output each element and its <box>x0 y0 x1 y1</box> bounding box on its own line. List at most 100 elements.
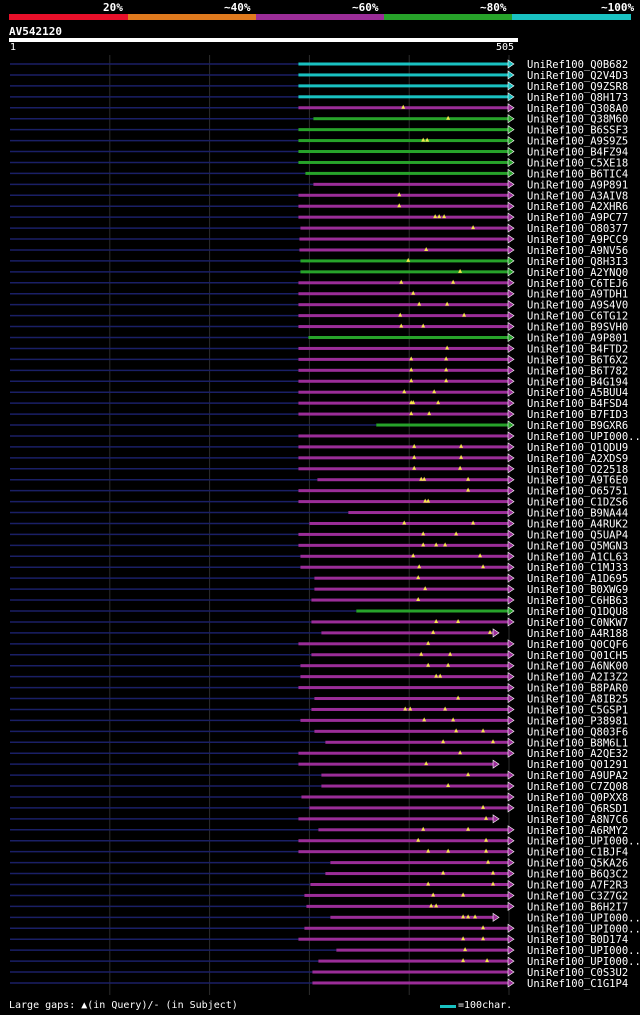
hit-label: UniRef100_A9P891 <box>527 179 628 191</box>
hit-arrow <box>507 704 515 715</box>
hit-label: UniRef100_C0S3U2 <box>527 967 628 979</box>
query-gap-marker <box>444 356 449 361</box>
legend-label: 20% <box>103 1 123 14</box>
hit-bar <box>309 521 508 525</box>
hit-bar <box>321 784 508 788</box>
hit-bar <box>298 193 508 197</box>
hit-arrow <box>507 311 515 321</box>
query-gap-marker <box>481 925 486 930</box>
hit-arrow <box>507 650 515 660</box>
hit-bar <box>298 445 508 449</box>
query-gap-marker <box>445 301 450 306</box>
hit-label: UniRef100_UPI000.. <box>527 912 640 924</box>
hit-bar <box>298 532 508 536</box>
query-gap-marker <box>484 837 489 842</box>
hit-bar <box>300 675 508 679</box>
hit-bar <box>298 215 508 219</box>
query-gap-marker <box>425 137 430 142</box>
query-gap-marker <box>461 914 466 919</box>
hit-label: UniRef100_Q308A0 <box>527 103 628 115</box>
hit-arrow <box>507 190 515 200</box>
hit-label: UniRef100_UPI000.. <box>527 956 640 968</box>
query-gap-marker <box>431 892 436 897</box>
hit-bar <box>310 883 508 886</box>
hit-label: UniRef100_C3Z7G2 <box>527 890 628 902</box>
hit-bar <box>298 139 508 143</box>
hit-arrow <box>507 256 515 266</box>
hit-label: UniRef100_A3AIV8 <box>527 190 628 202</box>
hit-bar <box>300 259 508 263</box>
hit-label: UniRef100_C6TEJ6 <box>527 278 628 290</box>
hit-label: UniRef100_Q9ZSR8 <box>527 81 628 93</box>
hit-bar <box>298 314 508 318</box>
hit-arrow <box>507 672 515 682</box>
hit-bar <box>298 346 508 350</box>
hit-arrow <box>507 497 515 507</box>
hit-arrow <box>507 847 515 857</box>
hit-label: UniRef100_B6T782 <box>527 365 628 377</box>
hit-bar <box>348 511 508 515</box>
query-name: AV542120 <box>9 25 62 38</box>
gaps-legend: Large gaps: ▲(in Query)/- (in Subject) <box>9 1000 238 1011</box>
query-gap-marker <box>421 531 426 536</box>
query-gap-marker <box>443 706 448 711</box>
query-gap-marker <box>454 531 459 536</box>
query-gap-marker <box>491 881 496 886</box>
hit-bar <box>298 500 508 504</box>
query-gap-marker <box>463 947 468 952</box>
hit-label: UniRef100_Q6RSD1 <box>527 803 628 815</box>
hit-bar <box>298 817 494 821</box>
query-gap-marker <box>436 400 441 405</box>
hit-bar <box>298 150 508 154</box>
hit-label: UniRef100_A9T6E0 <box>527 475 628 487</box>
query-gap-marker <box>402 389 407 394</box>
hit-label: UniRef100_C6HB63 <box>527 595 628 607</box>
hit-bar <box>300 718 508 722</box>
hit-arrow <box>507 748 515 758</box>
hit-bar <box>330 915 494 919</box>
hit-arrow <box>507 606 515 616</box>
legend-swatch <box>128 14 256 20</box>
query-gap-marker <box>417 301 422 306</box>
query-gap-marker <box>424 246 429 251</box>
legend-swatch <box>512 14 631 20</box>
hit-bar <box>298 434 508 438</box>
hit-label: UniRef100_A7F2R3 <box>527 880 628 892</box>
hit-bar <box>306 904 508 908</box>
hit-bar <box>317 478 508 482</box>
hit-label: UniRef100_B0D174 <box>527 934 628 946</box>
hit-label: UniRef100_Q0CQF6 <box>527 639 628 651</box>
hit-label: UniRef100_B9NA44 <box>527 508 628 520</box>
hit-bar <box>300 226 508 230</box>
query-gap-marker <box>416 837 421 842</box>
query-gap-marker <box>459 443 464 448</box>
hit-bar <box>298 160 508 164</box>
query-gap-marker <box>442 214 447 219</box>
scale-bar <box>440 1005 456 1008</box>
query-gap-marker <box>484 815 489 820</box>
hit-label: UniRef100_A9S9Z5 <box>527 136 628 148</box>
hit-arrow <box>507 573 515 583</box>
query-gap-marker <box>462 312 467 317</box>
legend-swatch <box>256 14 384 20</box>
hit-bar <box>298 368 508 372</box>
hit-label: UniRef100_A1CL63 <box>527 551 628 563</box>
query-gap-marker <box>466 826 471 831</box>
hit-arrow <box>507 858 515 868</box>
hit-arrow <box>507 136 515 146</box>
hit-arrow <box>507 453 515 463</box>
hit-arrow <box>507 431 515 441</box>
query-gap-marker <box>412 443 417 448</box>
query-gap-marker <box>429 903 434 908</box>
hit-bar <box>314 587 508 591</box>
query-gap-marker <box>451 717 456 722</box>
hit-arrow <box>507 475 515 485</box>
query-gap-marker <box>438 673 443 678</box>
hit-label: UniRef100_B6TIC4 <box>527 168 628 180</box>
hit-arrow <box>507 792 515 802</box>
hit-arrow <box>507 890 515 901</box>
hit-arrow <box>492 759 500 769</box>
hit-label: UniRef100_A9UPA2 <box>527 770 628 782</box>
hit-label: UniRef100_UPI000.. <box>527 836 640 848</box>
hit-bar <box>336 948 508 952</box>
